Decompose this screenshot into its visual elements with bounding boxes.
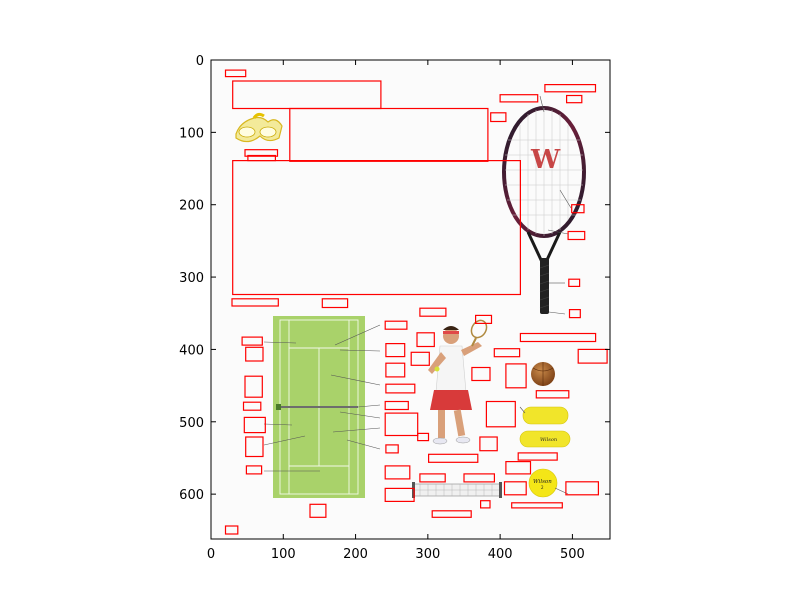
y-axis: 0 100 200 300 400 500 600 xyxy=(179,54,610,503)
annotation-box xyxy=(243,416,266,434)
annotation-box xyxy=(519,332,597,343)
y-tick-label: 0 xyxy=(196,54,204,69)
annotation-box xyxy=(289,107,489,162)
tennis-net-icon xyxy=(412,482,502,498)
svg-text:2: 2 xyxy=(541,485,544,490)
annotation-box xyxy=(384,487,415,502)
annotation-box xyxy=(416,332,435,348)
svg-text:Wilson: Wilson xyxy=(533,479,552,485)
annotation-box xyxy=(245,346,264,362)
annotation-box xyxy=(431,510,472,518)
x-tick-label: 500 xyxy=(560,547,585,562)
annotation-box xyxy=(224,69,247,78)
annotation-box xyxy=(567,230,586,241)
annotation-box xyxy=(410,351,430,366)
annotation-box xyxy=(385,444,399,454)
annotation-box xyxy=(544,83,597,93)
annotation-box xyxy=(384,320,408,330)
tennis-ball-icon xyxy=(531,362,555,386)
annotation-box xyxy=(242,401,262,411)
annotation-box xyxy=(565,481,600,496)
svg-text:Wilson: Wilson xyxy=(540,437,557,443)
annotation-box xyxy=(571,204,585,214)
tennis-player-icon xyxy=(428,319,488,445)
y-tick-label: 300 xyxy=(179,271,204,286)
goggles-icon xyxy=(235,112,283,143)
annotation-box xyxy=(479,436,498,452)
x-tick-label: 0 xyxy=(207,547,215,562)
x-axis: 0 100 200 300 400 500 xyxy=(207,60,585,562)
axes-frame xyxy=(210,59,611,540)
annotation-box xyxy=(384,465,411,480)
annotation-box xyxy=(505,363,527,389)
annotation-box xyxy=(499,94,539,103)
y-tick-label: 200 xyxy=(179,199,204,214)
annotation-box xyxy=(493,348,521,358)
annotation-box xyxy=(485,400,516,428)
annotation-box xyxy=(517,452,558,461)
annotation-box xyxy=(384,400,409,411)
annotation-box xyxy=(535,390,570,399)
y-tick-label: 400 xyxy=(179,343,204,358)
annotation-box xyxy=(428,453,479,463)
annotation-boxes xyxy=(224,69,608,535)
x-tick-label: 300 xyxy=(415,547,440,562)
annotation-box xyxy=(475,314,493,324)
y-tick-label: 100 xyxy=(179,126,204,141)
annotation-box xyxy=(511,502,563,509)
annotation-box xyxy=(385,383,416,394)
annotation-box xyxy=(321,298,349,309)
annotation-box xyxy=(565,94,583,104)
annotation-box xyxy=(419,473,446,483)
annotation-box xyxy=(384,412,419,437)
x-tick-label: 400 xyxy=(488,547,513,562)
annotation-box xyxy=(463,473,495,483)
annotation-box xyxy=(471,366,491,382)
annotation-box xyxy=(309,503,327,518)
ball-can-icon: Wilson Wilson 2 xyxy=(519,406,571,498)
y-tick-label: 500 xyxy=(179,416,204,431)
y-tick-label: 600 xyxy=(179,488,204,503)
x-tick-label: 200 xyxy=(343,547,368,562)
annotation-box xyxy=(385,343,406,358)
annotation-box xyxy=(224,525,239,535)
annotation-box xyxy=(577,348,608,364)
annotation-box xyxy=(232,160,522,296)
annotation-box xyxy=(419,307,447,317)
annotation-box xyxy=(231,298,279,307)
annotation-box xyxy=(244,149,279,157)
x-tick-label: 100 xyxy=(271,547,296,562)
annotation-box xyxy=(241,336,263,346)
annotation-box xyxy=(245,436,264,458)
annotation-box xyxy=(505,461,532,475)
annotation-box xyxy=(503,481,527,496)
annotation-box xyxy=(417,432,430,442)
tennis-court-icon xyxy=(273,316,365,498)
annotation-box xyxy=(480,500,491,509)
tennis-racket-icon: W xyxy=(502,106,586,314)
annotation-box xyxy=(568,309,581,319)
annotation-box xyxy=(247,154,276,162)
leader-lines xyxy=(263,95,572,495)
annotation-box xyxy=(490,112,507,123)
annotation-box xyxy=(245,465,263,475)
svg-text:W: W xyxy=(530,145,561,175)
annotation-box xyxy=(568,278,581,288)
annotation-box xyxy=(385,362,406,378)
annotation-box xyxy=(244,375,263,398)
